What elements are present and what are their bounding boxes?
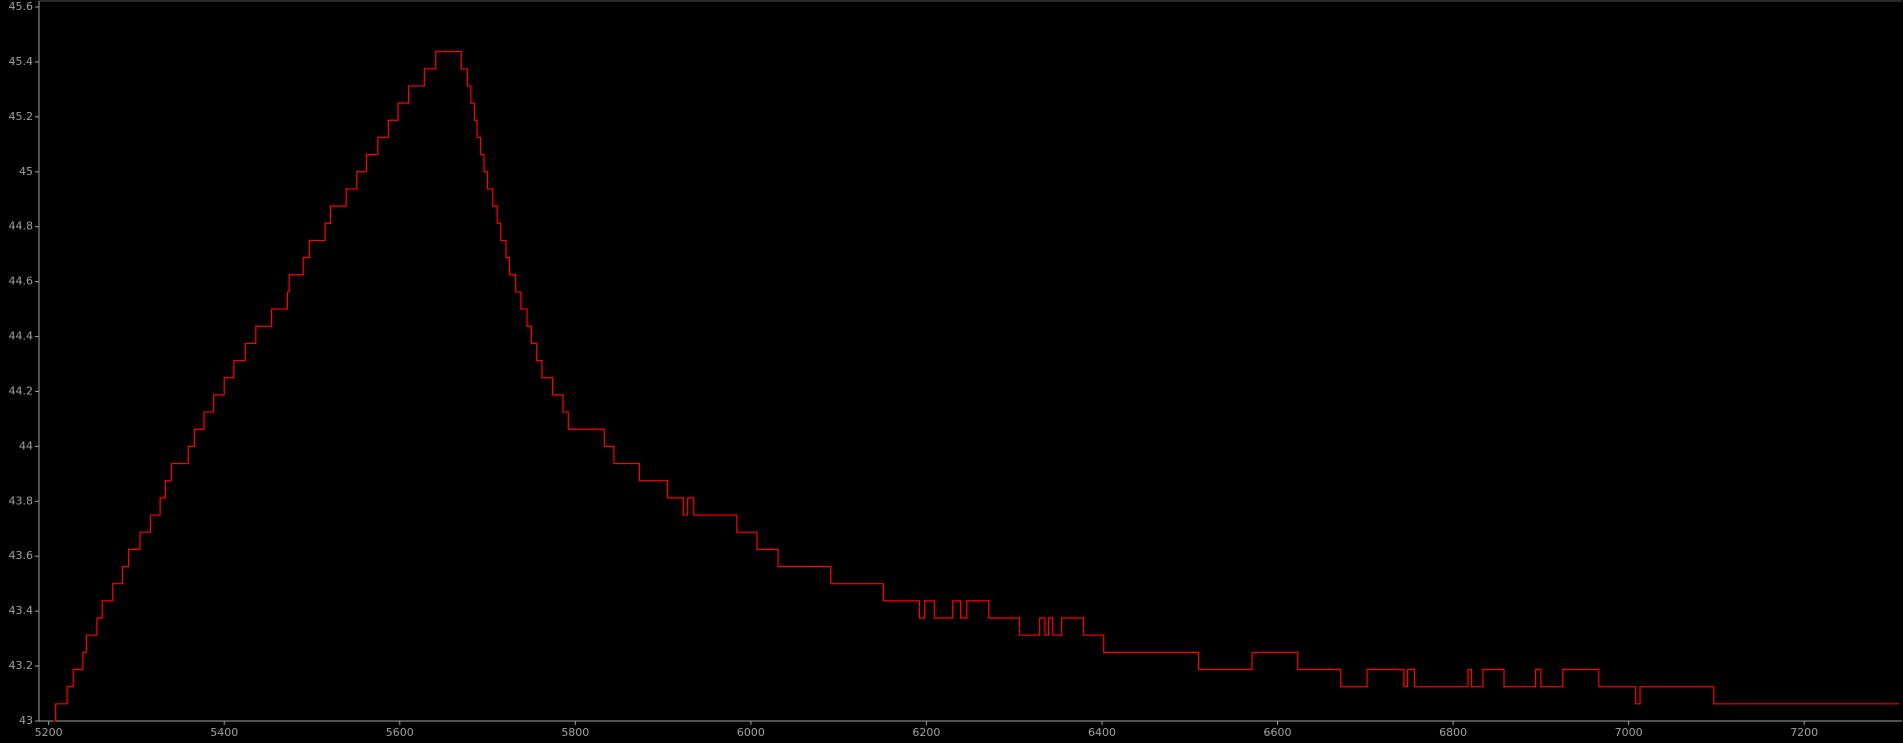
y-tick-label: 44.8 xyxy=(9,220,34,233)
y-tick-label: 43 xyxy=(19,714,33,727)
y-tick-label: 45.2 xyxy=(9,110,34,123)
y-tick-label: 43.4 xyxy=(9,604,34,617)
y-tick-label: 43.6 xyxy=(9,549,34,562)
x-tick-label: 6600 xyxy=(1264,726,1292,739)
y-tick-label: 44 xyxy=(19,439,33,452)
x-tick-label: 7200 xyxy=(1790,726,1818,739)
y-tick-label: 43.2 xyxy=(9,659,34,672)
data-line xyxy=(53,51,1899,722)
x-tick-label: 6200 xyxy=(912,726,940,739)
y-tick-label: 45 xyxy=(19,165,33,178)
x-tick-label: 6800 xyxy=(1439,726,1467,739)
y-tick-label: 44.4 xyxy=(9,330,34,343)
y-tick-label: 44.2 xyxy=(9,384,34,397)
x-tick-label: 5200 xyxy=(35,726,63,739)
y-tick-label: 43.8 xyxy=(9,494,34,507)
x-tick-label: 7000 xyxy=(1615,726,1643,739)
x-tick-label: 5400 xyxy=(210,726,238,739)
y-tick-label: 45.4 xyxy=(9,55,34,68)
y-tick-label: 45.6 xyxy=(9,0,34,13)
y-tick-label: 44.6 xyxy=(9,275,34,288)
x-tick-label: 5600 xyxy=(386,726,414,739)
x-tick-label: 6000 xyxy=(737,726,765,739)
x-tick-label: 6400 xyxy=(1088,726,1116,739)
x-tick-label: 5800 xyxy=(561,726,589,739)
